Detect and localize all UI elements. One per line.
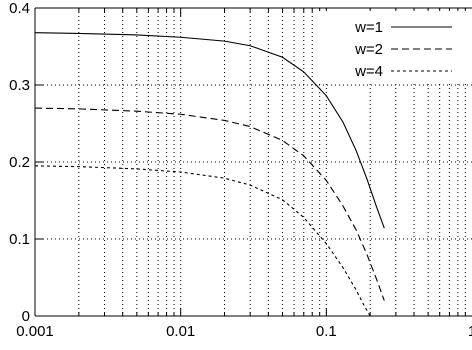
y-tick-label: 0.3 [9, 77, 30, 94]
y-tick-label: 0.2 [9, 154, 30, 171]
x-tick-label: 0.1 [316, 323, 337, 340]
grid-layer [34, 8, 472, 316]
series-line-w-2 [34, 107, 385, 301]
series-line-w-4 [34, 165, 371, 317]
legend-background [318, 11, 470, 81]
legend-label: w=2 [354, 41, 383, 58]
legend: w=1 w=2 w=4 [318, 11, 470, 81]
series-layer [34, 32, 385, 317]
y-tick-label: 0.1 [9, 231, 30, 248]
series-line-w-1 [34, 32, 385, 229]
x-tick-label: 1 [468, 323, 472, 340]
x-tick-label: 0.01 [166, 323, 195, 340]
legend-label: w=4 [354, 63, 383, 80]
legend-label: w=1 [354, 19, 383, 36]
axis-ticks: 0 0.1 0.2 0.3 0.4 0.001 0.01 0.1 1 [9, 0, 472, 340]
y-tick-label: 0.4 [9, 0, 30, 17]
x-tick-label: 0.001 [16, 323, 54, 340]
y-tick-label: 0 [22, 308, 30, 325]
